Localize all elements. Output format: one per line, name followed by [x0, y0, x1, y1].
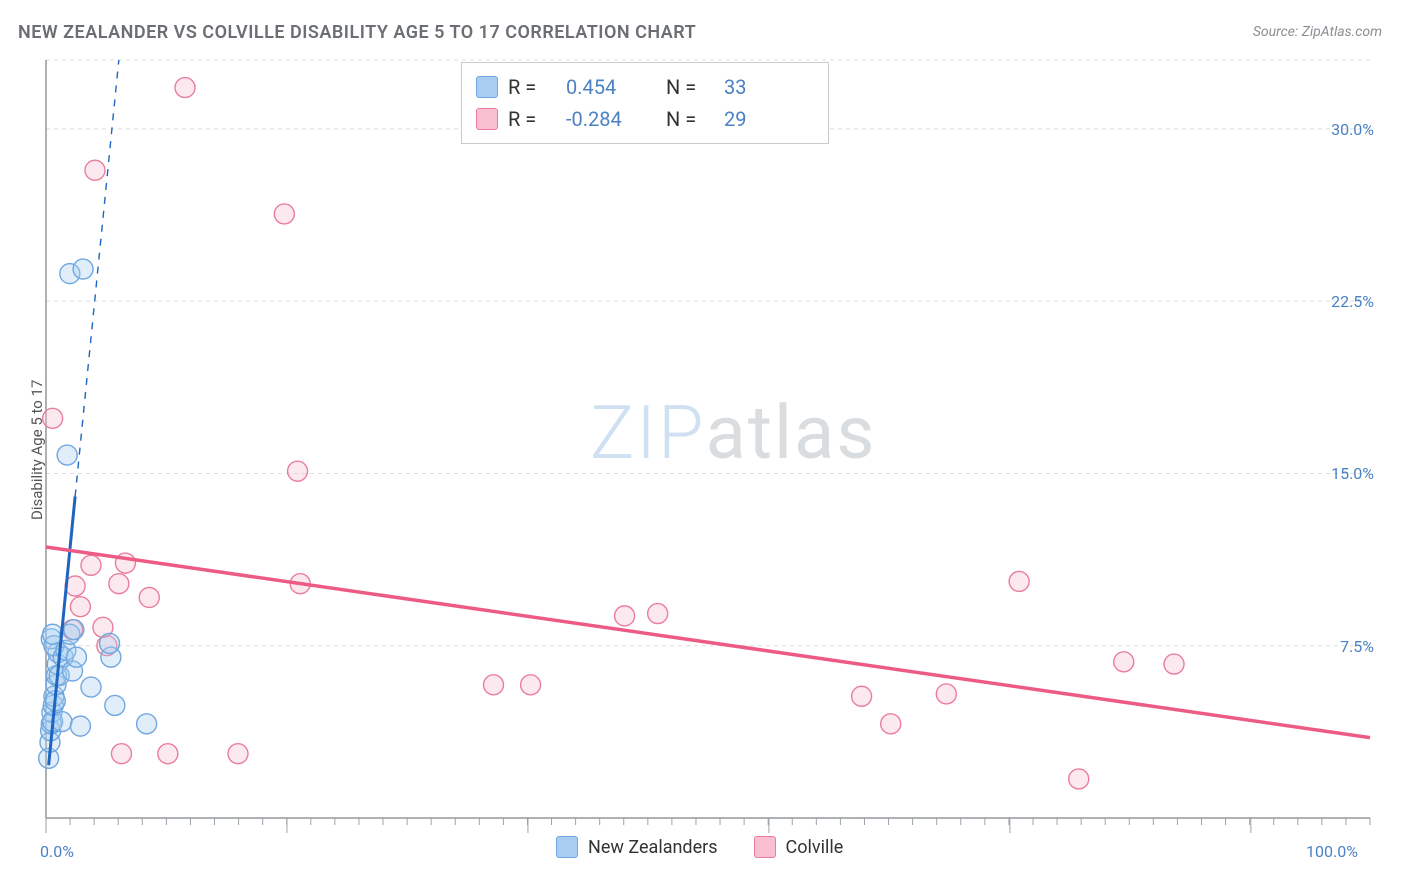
legend-n-value-b: 29: [724, 103, 814, 135]
legend-swatch-a: [556, 836, 578, 858]
legend-swatch-a: [476, 76, 498, 98]
legend-item-b: Colville: [754, 836, 844, 858]
legend-row-a: R = 0.454 N = 33: [476, 71, 814, 103]
legend-correlation: R = 0.454 N = 33 R = -0.284 N = 29: [461, 62, 829, 144]
legend-n-value-a: 33: [724, 71, 814, 103]
legend-n-label: N =: [666, 103, 714, 135]
chart-container: NEW ZEALANDER VS COLVILLE DISABILITY AGE…: [0, 0, 1406, 892]
y-tick-label: 30.0%: [1310, 120, 1374, 139]
legend-series: New Zealanders Colville: [556, 836, 843, 858]
legend-n-label: N =: [666, 71, 714, 103]
legend-row-b: R = -0.284 N = 29: [476, 103, 814, 135]
legend-r-value-b: -0.284: [566, 103, 656, 135]
x-tick-label: 0.0%: [40, 842, 74, 861]
legend-r-label: R =: [508, 71, 556, 103]
y-tick-label: 22.5%: [1310, 292, 1374, 311]
legend-r-label: R =: [508, 103, 556, 135]
legend-swatch-b: [476, 108, 498, 130]
y-tick-label: 15.0%: [1310, 464, 1374, 483]
x-tick-label: 100.0%: [1306, 842, 1358, 861]
legend-label-a: New Zealanders: [588, 837, 718, 858]
legend-swatch-b: [754, 836, 776, 858]
legend-label-b: Colville: [786, 837, 844, 858]
legend-item-a: New Zealanders: [556, 836, 718, 858]
legend-r-value-a: 0.454: [566, 71, 656, 103]
y-tick-label: 7.5%: [1310, 637, 1374, 656]
